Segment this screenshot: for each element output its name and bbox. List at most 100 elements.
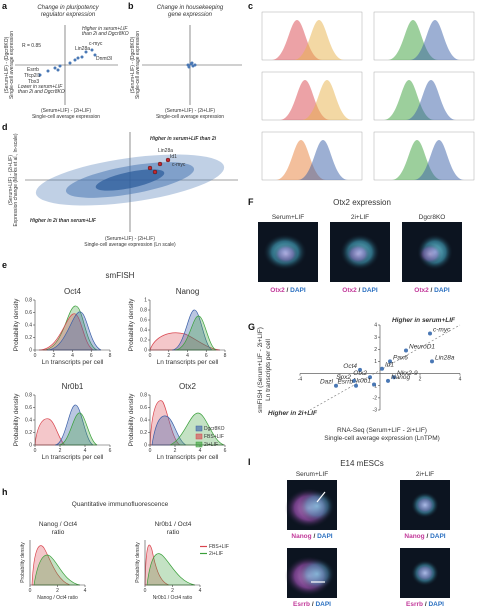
y-tick-label: 0.2 [140,338,147,344]
title: regulator expression [41,12,96,18]
ylabel: (Serum+LIF) - (2i+LIF) [8,155,14,205]
legend-swatch [195,425,203,432]
label: c [248,1,253,11]
x-tick-label: 0 [149,353,152,359]
y-tick-label: 0.6 [140,405,147,411]
xlabel: Single-cell average expression [32,114,100,120]
point [386,378,390,383]
y-tick-label: 0.4 [140,418,147,424]
legend-label: 2i+LIF [204,442,218,448]
point-label: c-myc [433,327,451,334]
lower: Higher in 2i+LIF [268,410,318,417]
hist-shape [297,140,349,180]
caption: Otx2 / DAPI [342,287,378,294]
x-tick-label: 4 [186,353,189,359]
x-tick-label: 0 [29,588,32,594]
shape [149,400,181,446]
group [144,544,196,586]
label: h [2,487,8,497]
stain-name: Esrrb [293,601,310,608]
group [186,61,197,69]
ylabel: smFISH (Serum+LIF - 2i+LIF) [257,327,264,413]
plot-title: ratio [167,529,180,536]
shape [42,305,98,351]
point [428,331,432,336]
x-tick-label: 4 [84,448,87,454]
shape [31,545,71,586]
x-tick-label: 4 [71,353,74,359]
stain-name: Otx2 [270,287,285,294]
x-tick-label: 8 [224,353,227,359]
point [380,366,384,371]
shape [171,309,213,351]
x-tick-label: -2 [338,377,343,383]
point-label: NeuroD1 [409,344,435,351]
x-tick-label: 0 [34,353,37,359]
label: F [248,197,254,207]
hist-shape [405,80,457,120]
x-tick-label: 2 [171,588,174,594]
group [38,48,97,77]
y-tick-label: -3 [373,408,378,414]
xlabel: (Serum+LIF) - (2i+LIF) [41,108,91,114]
y-axis-label: Probability density [13,393,20,446]
y-tick-label: 0 [29,443,32,449]
hist-shape [409,20,461,60]
shape [174,315,217,351]
shape [151,415,187,446]
x-tick-label: 4 [459,377,462,383]
x-tick-label: 2 [56,588,59,594]
r: R = 0.85 [22,43,41,49]
counter-stain: DAPI [290,287,306,294]
shape [309,324,461,411]
x-tick-label: 0 [34,448,37,454]
x-tick-label: 4 [84,588,87,594]
xlabel: (Serum+LIF) - (2i+LIF) [105,236,155,242]
shape [46,311,102,351]
x-tick-label: 4 [199,588,202,594]
y-tick-label: -2 [373,396,378,402]
y-tick-label: 0.8 [25,298,32,304]
title: E14 mESCs [340,459,384,468]
ylabel: Ln transcripts per cell [265,339,272,401]
x-tick-label: 2 [174,448,177,454]
xlabel: (Serum+LIF) - (2i+LIF) [165,108,215,114]
separator: / [285,287,290,294]
x-tick-label: 6 [90,353,93,359]
shape [33,554,81,586]
y-tick-label: 0.8 [25,393,32,399]
x-axis-label: Ln transcripts per cell [157,454,219,461]
y-axis-label: Probability density [13,298,20,351]
condition-label: 2i+LIF [351,214,369,221]
x-tick-label: 4 [199,448,202,454]
separator: / [429,287,434,294]
legend-swatch [195,441,203,448]
shape [38,73,42,77]
shape [149,332,221,351]
title: Otx2 expression [333,198,391,207]
legend-label: 2i+LIF [209,551,223,557]
shape [54,404,94,446]
x-tick-label: 6 [205,353,208,359]
group [34,404,98,446]
x-tick-label: 2 [167,353,170,359]
point [368,375,372,380]
group: Serum+LIF Otx2 / DAPI 2i+LIF Otx2 / DAPI Dgc… [258,214,462,294]
shape [90,48,94,52]
cell-stain [299,490,335,522]
cell-stain [418,244,442,264]
y-tick-label: -1 [373,383,378,389]
ylabel: Single-cell average expression [9,31,15,99]
cell-stain [299,558,335,590]
y-tick-label: 3 [374,335,377,341]
shape [56,68,60,72]
x-tick-label: 2 [59,448,62,454]
shape [157,161,163,167]
x-tick-label: 8 [109,353,112,359]
shape [95,169,165,191]
y-tick-label: 0.2 [25,335,32,341]
legend-swatch [195,433,203,440]
x-axis-label: Nr0b1 / Oct4 ratio [153,595,193,601]
ylabel: Single-cell average expression [135,31,141,99]
